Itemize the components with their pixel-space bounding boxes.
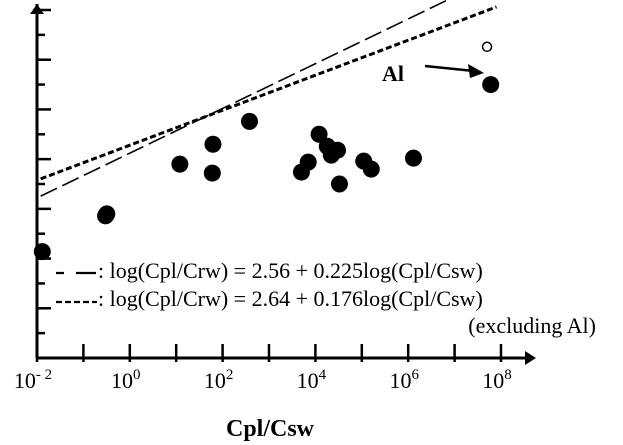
data-point [98, 205, 116, 223]
data-point [482, 76, 500, 94]
al-annotation: Al [382, 61, 484, 86]
al-arrow-shaft [424, 64, 475, 73]
x-axis-arrow [525, 351, 536, 365]
x-tick-label: 104 [297, 367, 327, 393]
x-tick-label: 100 [111, 367, 141, 393]
legend: : log(Cpl/Crw) = 2.56 + 0.225log(Cpl/Csw… [56, 258, 596, 338]
data-point [204, 135, 222, 153]
data-point [310, 125, 328, 143]
fit-line [40, 5, 498, 181]
x-axis-title: Cpl/Csw [226, 416, 315, 442]
axes: 10- 2 100 102 104 106 108 [14, 4, 536, 393]
x-tick-label: 10- 2 [14, 367, 52, 393]
data-point [362, 160, 380, 178]
x-tick-label: 108 [482, 367, 512, 393]
al-arrow-head [468, 64, 484, 78]
al-label: Al [382, 61, 404, 86]
data-point [299, 153, 317, 171]
legend-label-2: : log(Cpl/Crw) = 2.64 + 0.176log(Cpl/Csw… [98, 286, 483, 311]
data-point [330, 175, 348, 193]
data-point [171, 155, 189, 173]
legend-note: (excluding Al) [468, 313, 596, 338]
data-point [404, 149, 422, 167]
data-point [203, 164, 221, 182]
data-points [33, 41, 500, 261]
x-tick-label: 106 [389, 367, 419, 393]
al-open-point [481, 41, 493, 53]
data-point [329, 141, 347, 159]
data-point [241, 112, 259, 130]
x-tick-label: 102 [204, 367, 234, 393]
legend-label-1: : log(Cpl/Crw) = 2.56 + 0.225log(Cpl/Csw… [98, 258, 483, 283]
fit-line [40, 0, 450, 197]
data-point [33, 243, 51, 261]
fit-lines [40, 0, 498, 197]
